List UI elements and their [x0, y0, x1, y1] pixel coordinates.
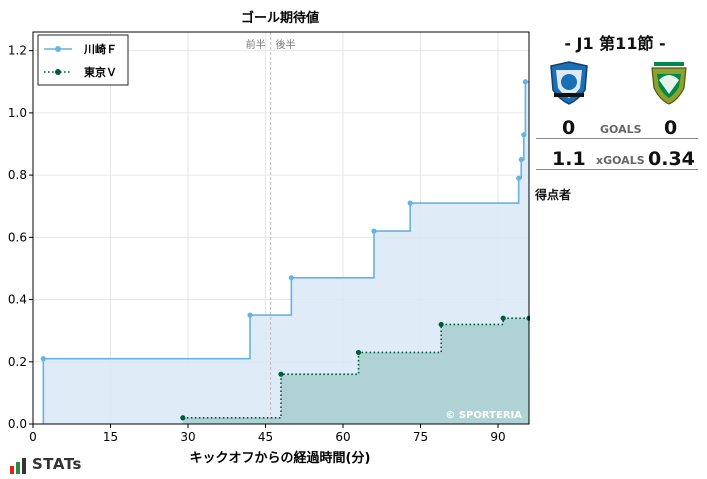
point-marker [516, 175, 522, 181]
x-tick-label: 60 [335, 430, 350, 444]
legend: 川崎Ｆ 東京Ｖ [37, 34, 129, 86]
area-fill-1 [182, 318, 530, 424]
scorers-label: 得点者 [535, 188, 572, 202]
point-marker [521, 132, 527, 138]
match-panel: - J1 第11節 - 0 GOALS 0 1.1 xGOALS 0.34 得点… [530, 0, 707, 479]
x-tick-label: 0 [29, 430, 37, 444]
x-tick-label: 15 [103, 430, 118, 444]
y-tick-label: 0.2 [8, 355, 27, 369]
point-marker [500, 315, 506, 321]
point-marker [278, 371, 284, 377]
tick-labels: 0 15 30 45 60 75 90 0.0 0.2 0.4 0.6 0.8 1.0 1.2 [8, 44, 506, 444]
xg-chart: ゴール期待値 前半 後半 0 15 30 45 60 75 90 0.0 0.2 0.4 0.6 0.8… [8, 10, 530, 466]
x-tick-label: 30 [180, 430, 195, 444]
legend-box [37, 34, 129, 86]
x-tick-label: 90 [490, 430, 505, 444]
point-marker [522, 79, 528, 85]
goals-row: 0 GOALS 0 [536, 117, 698, 141]
xg-row: 1.1 xGOALS 0.34 [536, 148, 698, 172]
x-tick-label: 75 [413, 430, 428, 444]
y-tick-label: 0.8 [8, 168, 27, 182]
series-line-1 [182, 317, 529, 419]
area-fill-0 [43, 81, 529, 425]
y-tick-label: 0.6 [8, 230, 27, 244]
match-round-title: - J1 第11節 - [564, 34, 666, 53]
brand-name: STATs [32, 455, 82, 473]
first-half-label: 前半 [246, 38, 266, 51]
second-half-label: 後半 [276, 38, 296, 51]
axes [29, 31, 530, 428]
home-goals: 0 [562, 117, 576, 139]
x-axis-label: キックオフからの経過時間(分) [190, 450, 371, 466]
point-marker [407, 200, 413, 206]
away-xg: 0.34 [648, 148, 695, 170]
home-crest-icon [550, 61, 588, 105]
y-tick-label: 1.0 [8, 106, 27, 120]
area-fills [43, 81, 530, 425]
watermark: © SPORTERIA [445, 410, 522, 421]
y-tick-label: 0.4 [8, 293, 27, 307]
away-crest-icon [651, 62, 687, 105]
goals-divider [536, 138, 698, 139]
chart-title: ゴール期待値 [241, 10, 319, 26]
xg-label: xGOALS [596, 154, 645, 167]
point-marker [40, 356, 46, 362]
y-tick-label: 0.0 [8, 417, 27, 431]
y-tick-label: 1.2 [8, 44, 27, 58]
xg-divider [536, 169, 698, 170]
legend-label-tokyov: 東京Ｖ [84, 65, 117, 79]
bar-chart-icon [10, 458, 26, 474]
legend-label-kawasaki: 川崎Ｆ [83, 42, 117, 56]
legend-marker-kawasaki [55, 46, 61, 52]
home-xg: 1.1 [552, 148, 586, 170]
point-marker [355, 349, 362, 356]
point-marker [371, 228, 377, 234]
point-marker [247, 312, 253, 318]
plot-frame [32, 31, 530, 425]
point-marker [288, 275, 294, 281]
x-tick-label: 45 [258, 430, 273, 444]
point-marker [438, 321, 444, 328]
goals-label: GOALS [600, 123, 642, 136]
halftime-marker: 前半 後半 [246, 32, 296, 424]
legend-marker-tokyov [55, 69, 61, 75]
point-marker [180, 415, 186, 421]
point-marker [518, 156, 524, 163]
away-goals: 0 [664, 117, 678, 139]
